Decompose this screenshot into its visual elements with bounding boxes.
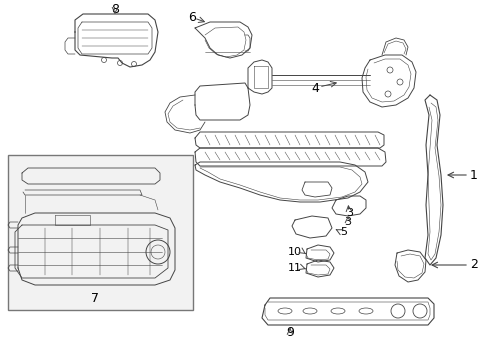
Text: 9: 9 <box>286 327 294 339</box>
Text: 10: 10 <box>288 247 302 257</box>
Text: 3: 3 <box>346 208 353 218</box>
Text: 2: 2 <box>470 258 478 271</box>
Text: 3: 3 <box>344 217 351 227</box>
Text: 11: 11 <box>288 263 302 273</box>
Text: 5: 5 <box>340 227 347 237</box>
Text: 1: 1 <box>470 168 478 181</box>
Bar <box>8 155 193 310</box>
Text: 7: 7 <box>91 292 99 305</box>
Text: 8: 8 <box>111 3 119 15</box>
Text: 4: 4 <box>311 81 319 95</box>
Text: 6: 6 <box>188 10 196 23</box>
